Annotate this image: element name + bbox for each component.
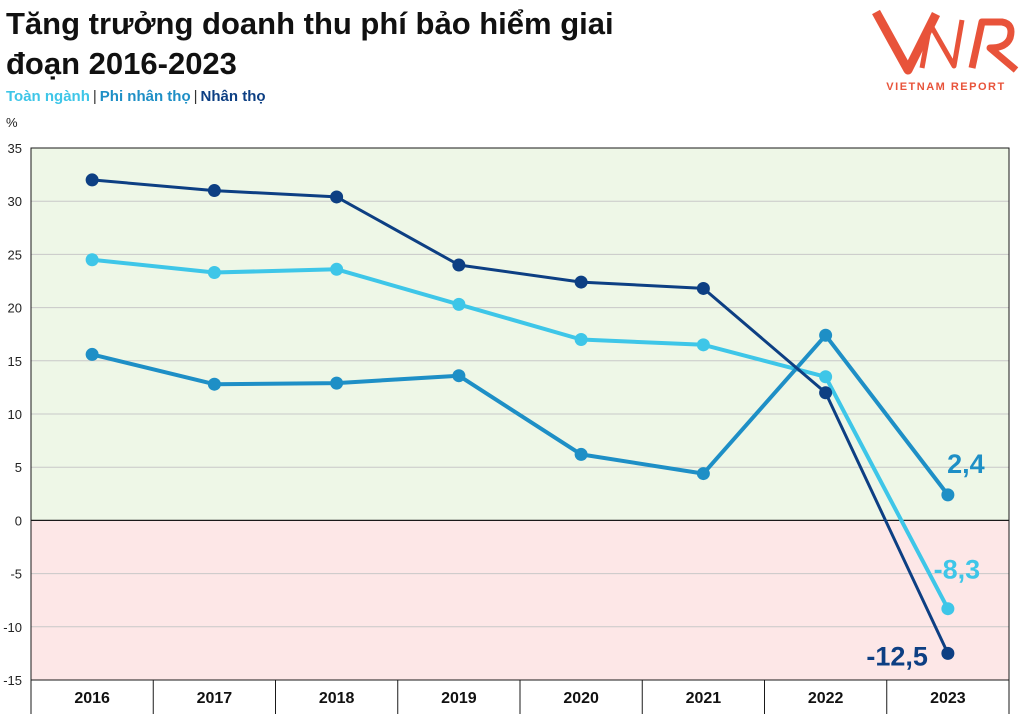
legend-separator: | xyxy=(193,88,198,105)
data-point xyxy=(941,646,955,660)
x-tick-label: 2018 xyxy=(319,690,355,707)
data-point xyxy=(330,376,344,390)
data-point xyxy=(85,347,99,361)
legend-item-phi-nhan-tho: Phi nhân thọ xyxy=(99,88,191,105)
data-point xyxy=(330,262,344,276)
negative-band xyxy=(31,520,1009,680)
data-point xyxy=(452,258,466,272)
y-tick-label: 5 xyxy=(15,460,22,475)
y-tick-label: 15 xyxy=(8,354,22,369)
series-line-1 xyxy=(91,333,950,497)
y-tick-label: -10 xyxy=(3,620,22,635)
chart-title: Tăng trưởng doanh thu phí bảo hiểm giai … xyxy=(6,6,614,81)
data-label: 2,4 xyxy=(947,449,985,479)
x-tick-label: 2020 xyxy=(563,690,599,707)
legend: Toàn ngành | Phi nhân thọ | Nhân thọ xyxy=(6,88,266,105)
data-point xyxy=(941,602,955,616)
y-tick-label: 25 xyxy=(8,247,22,262)
y-tick-label: 10 xyxy=(8,407,22,422)
y-axis-unit: % xyxy=(6,115,18,130)
data-point xyxy=(819,328,833,342)
data-point xyxy=(452,297,466,311)
logo-subtitle: VIETNAM REPORT xyxy=(886,81,1005,93)
y-tick-label: -5 xyxy=(10,567,22,582)
data-point xyxy=(85,173,99,187)
x-tick-label: 2023 xyxy=(930,690,966,707)
data-point xyxy=(574,333,588,347)
data-point xyxy=(696,281,710,295)
data-point xyxy=(574,447,588,461)
series-line-2 xyxy=(91,178,950,655)
positive-band xyxy=(31,148,1009,521)
data-point xyxy=(85,253,99,267)
x-tick-label: 2022 xyxy=(808,690,844,707)
x-tick-label: 2019 xyxy=(441,690,477,707)
data-point xyxy=(574,275,588,289)
vnr-logo: VIETNAM REPORT xyxy=(872,9,1019,93)
data-point xyxy=(207,184,221,198)
data-point xyxy=(207,265,221,279)
data-point xyxy=(819,370,833,384)
y-tick-label: -15 xyxy=(3,673,22,688)
legend-separator: | xyxy=(92,88,97,105)
data-point xyxy=(696,467,710,481)
series-line-0 xyxy=(91,257,950,610)
legend-item-toan-nganh: Toàn ngành xyxy=(6,88,90,105)
data-point xyxy=(452,369,466,383)
data-point xyxy=(207,377,221,391)
y-tick-label: 20 xyxy=(8,301,22,316)
x-tick-label: 2021 xyxy=(686,690,722,707)
y-tick-label: 30 xyxy=(8,194,22,209)
data-point xyxy=(819,386,833,400)
data-point xyxy=(696,338,710,352)
y-tick-label: 0 xyxy=(15,513,22,528)
data-label: -12,5 xyxy=(866,641,928,671)
data-point xyxy=(941,488,955,502)
x-tick-label: 2017 xyxy=(197,690,233,707)
data-label: -8,3 xyxy=(934,555,981,585)
legend-item-nhan-tho: Nhân thọ xyxy=(200,88,266,105)
y-tick-label: 35 xyxy=(8,141,22,156)
x-tick-label: 2016 xyxy=(74,690,110,707)
data-point xyxy=(330,190,344,204)
